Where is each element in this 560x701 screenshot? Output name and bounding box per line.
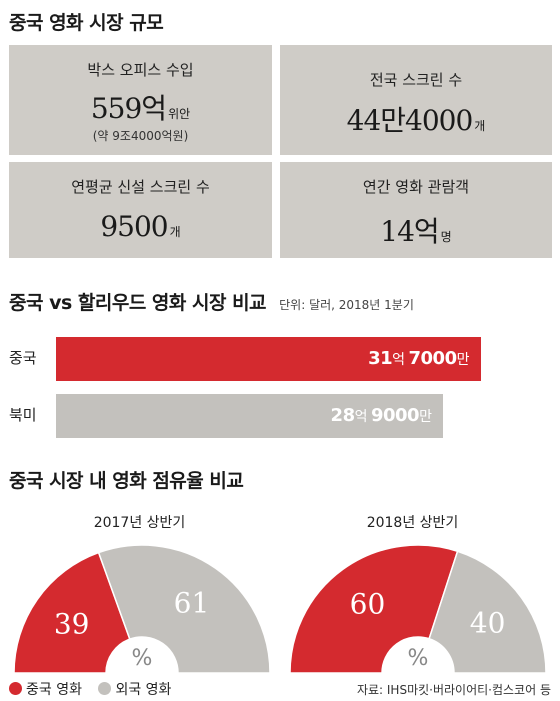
- pie-value-label-2017-china: 39: [54, 608, 90, 641]
- legend-dot-red-icon: [9, 682, 22, 695]
- stat-value: 9500 개: [100, 210, 181, 243]
- pie-slice-2017-china: [13, 551, 131, 674]
- stat-value: 44만4000 개: [346, 104, 486, 137]
- bar-value-label-na: 28억 9000만: [330, 405, 432, 426]
- unit-note: 단위: 달러, 2018년 1분기: [279, 298, 414, 312]
- pie-slice-2018-foreign: [428, 550, 547, 674]
- pie-value-label-2017-foreign: 61: [174, 587, 210, 620]
- section-title-comparison: 중국 vs 할리우드 영화 시장 비교: [9, 292, 267, 314]
- pie-title-2017: 2017년 상반기: [93, 515, 186, 531]
- stat-value: 14억 명: [380, 215, 452, 248]
- legend-dot-gray-icon: [98, 682, 112, 695]
- section2-header: 중국 vs 할리우드 영화 시장 비교 단위: 달러, 2018년 1분기: [9, 288, 414, 315]
- bar-china: 31억 7000만: [56, 337, 481, 381]
- stat-value: 559억 위안: [90, 92, 191, 125]
- stat-box-new-screens: 연평균 신설 스크린 수 9500 개: [9, 162, 272, 258]
- section-title-market-size: 중국 영화 시장 규모: [9, 12, 164, 34]
- source-note: 자료: IHS마킷·버라이어티·컴스코어 등: [356, 683, 551, 697]
- stat-box-box-office: 박스 오피스 수입 559억 위안 (약 9조4000억원): [9, 45, 272, 155]
- pie-slice-2018-china: [289, 544, 459, 674]
- stat-label: 전국 스크린 수: [369, 71, 463, 89]
- legend-item-china: 중국 영화: [9, 682, 82, 698]
- bar-value-label-china: 31억 7000만: [368, 348, 469, 369]
- stat-box-audience: 연간 영화 관람객 14억 명: [280, 162, 552, 258]
- legend: 중국 영화 외국 영화: [9, 679, 171, 699]
- bar-category-na: 북미: [9, 406, 37, 424]
- legend-item-foreign: 외국 영화: [98, 682, 171, 698]
- percent-symbol-2017: %: [132, 646, 153, 671]
- pie-title-2018: 2018년 상반기: [366, 515, 459, 531]
- stat-sub: (약 9조4000억원): [92, 129, 189, 143]
- section-title-share: 중국 시장 내 영화 점유율 비교: [9, 470, 244, 492]
- stat-box-screens: 전국 스크린 수 44만4000 개: [280, 45, 552, 155]
- pie-value-label-2018-china: 60: [350, 587, 386, 620]
- stat-label: 연평균 신설 스크린 수: [71, 178, 210, 196]
- stat-label: 박스 오피스 수입: [87, 61, 194, 79]
- stat-label: 연간 영화 관람객: [362, 178, 470, 196]
- pie-value-label-2018-foreign: 40: [470, 606, 506, 639]
- bar-north-america: 28억 9000만: [56, 394, 444, 438]
- bar-category-china: 중국: [9, 349, 37, 367]
- percent-symbol-2018: %: [408, 646, 429, 671]
- pie-slice-2017-foreign: [97, 544, 271, 674]
